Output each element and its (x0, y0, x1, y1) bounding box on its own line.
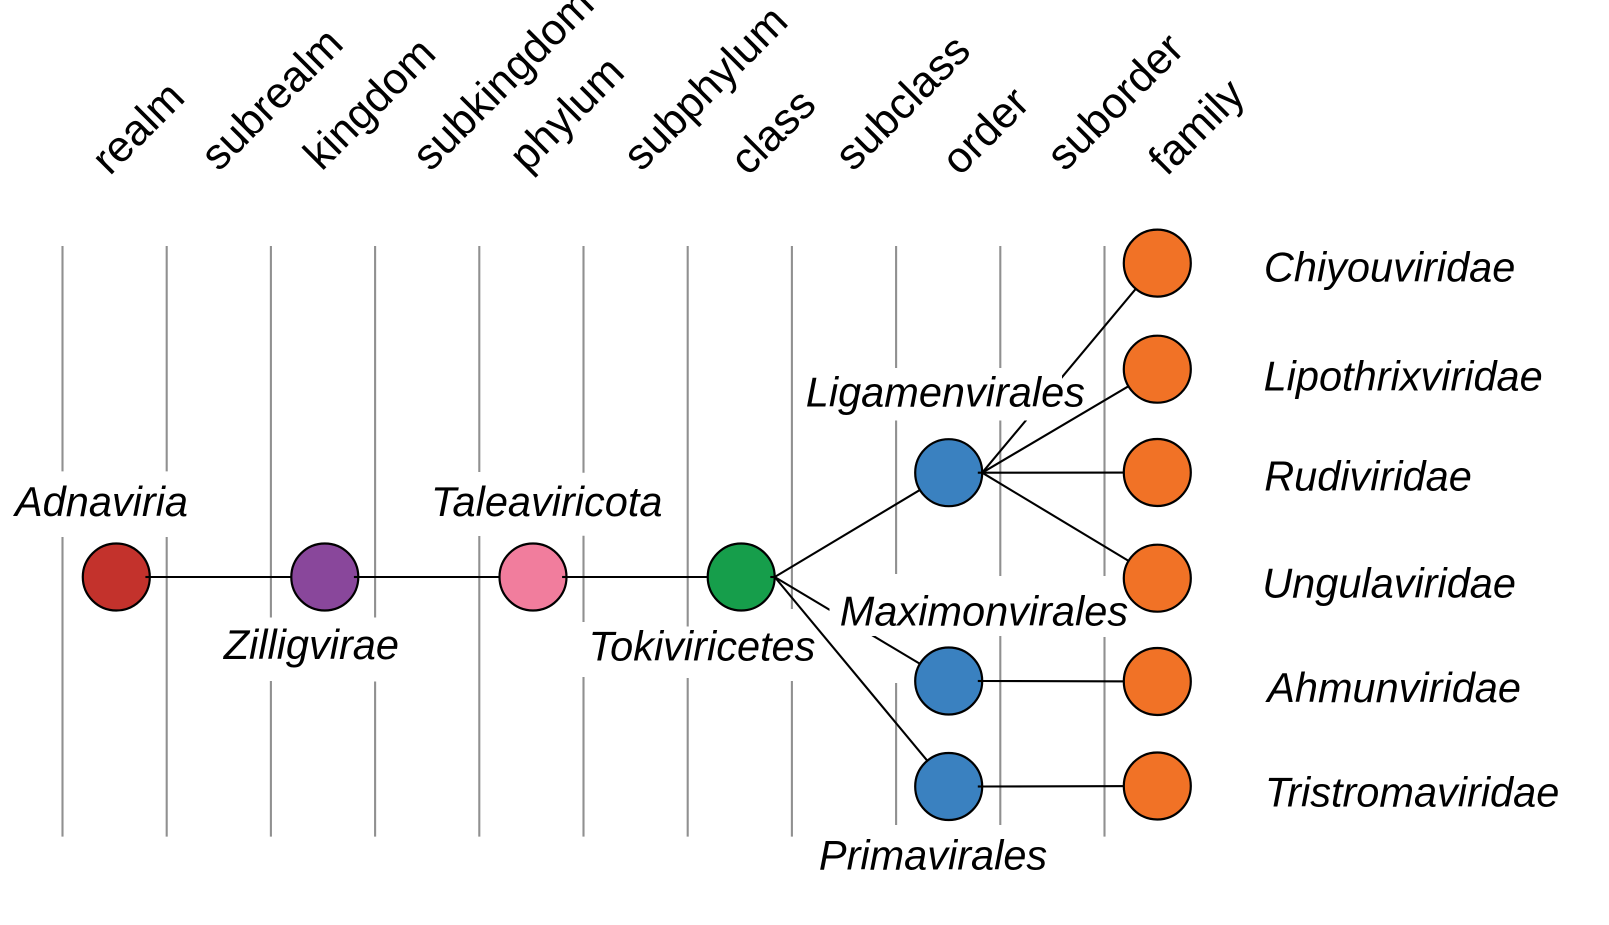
svg-text:Taleaviricota: Taleaviricota (431, 478, 662, 525)
svg-text:Rudiviridae: Rudiviridae (1264, 453, 1472, 500)
svg-text:Chiyouviridae: Chiyouviridae (1264, 243, 1515, 290)
svg-text:Ligamenvirales: Ligamenvirales (806, 368, 1085, 415)
svg-text:Tristromaviridae: Tristromaviridae (1265, 768, 1559, 815)
svg-text:Ahmunviridae: Ahmunviridae (1264, 664, 1521, 711)
svg-text:Zilligvirae: Zilligvirae (223, 621, 399, 668)
svg-text:Ungulaviridae: Ungulaviridae (1262, 560, 1516, 607)
svg-text:Maximonvirales: Maximonvirales (840, 588, 1128, 635)
svg-text:Adnaviria: Adnaviria (12, 478, 188, 525)
svg-text:Lipothrixviridae: Lipothrixviridae (1264, 353, 1543, 400)
svg-text:Tokiviricetes: Tokiviricetes (589, 623, 816, 670)
svg-text:Primavirales: Primavirales (819, 832, 1047, 879)
